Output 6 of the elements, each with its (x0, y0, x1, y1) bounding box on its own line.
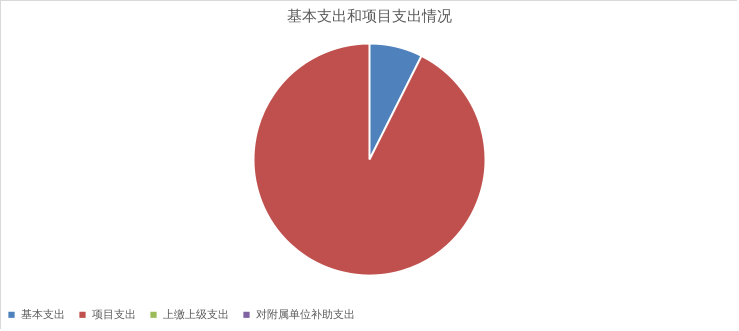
legend-label: 基本支出 (21, 308, 65, 321)
legend-label: 上缴上级支出 (163, 308, 229, 321)
legend-label: 对附属单位补助支出 (256, 308, 355, 321)
legend-label: 项目支出 (92, 308, 136, 321)
pie-slice (252, 42, 486, 276)
chart-title: 基本支出和项目支出情况 (287, 7, 452, 25)
